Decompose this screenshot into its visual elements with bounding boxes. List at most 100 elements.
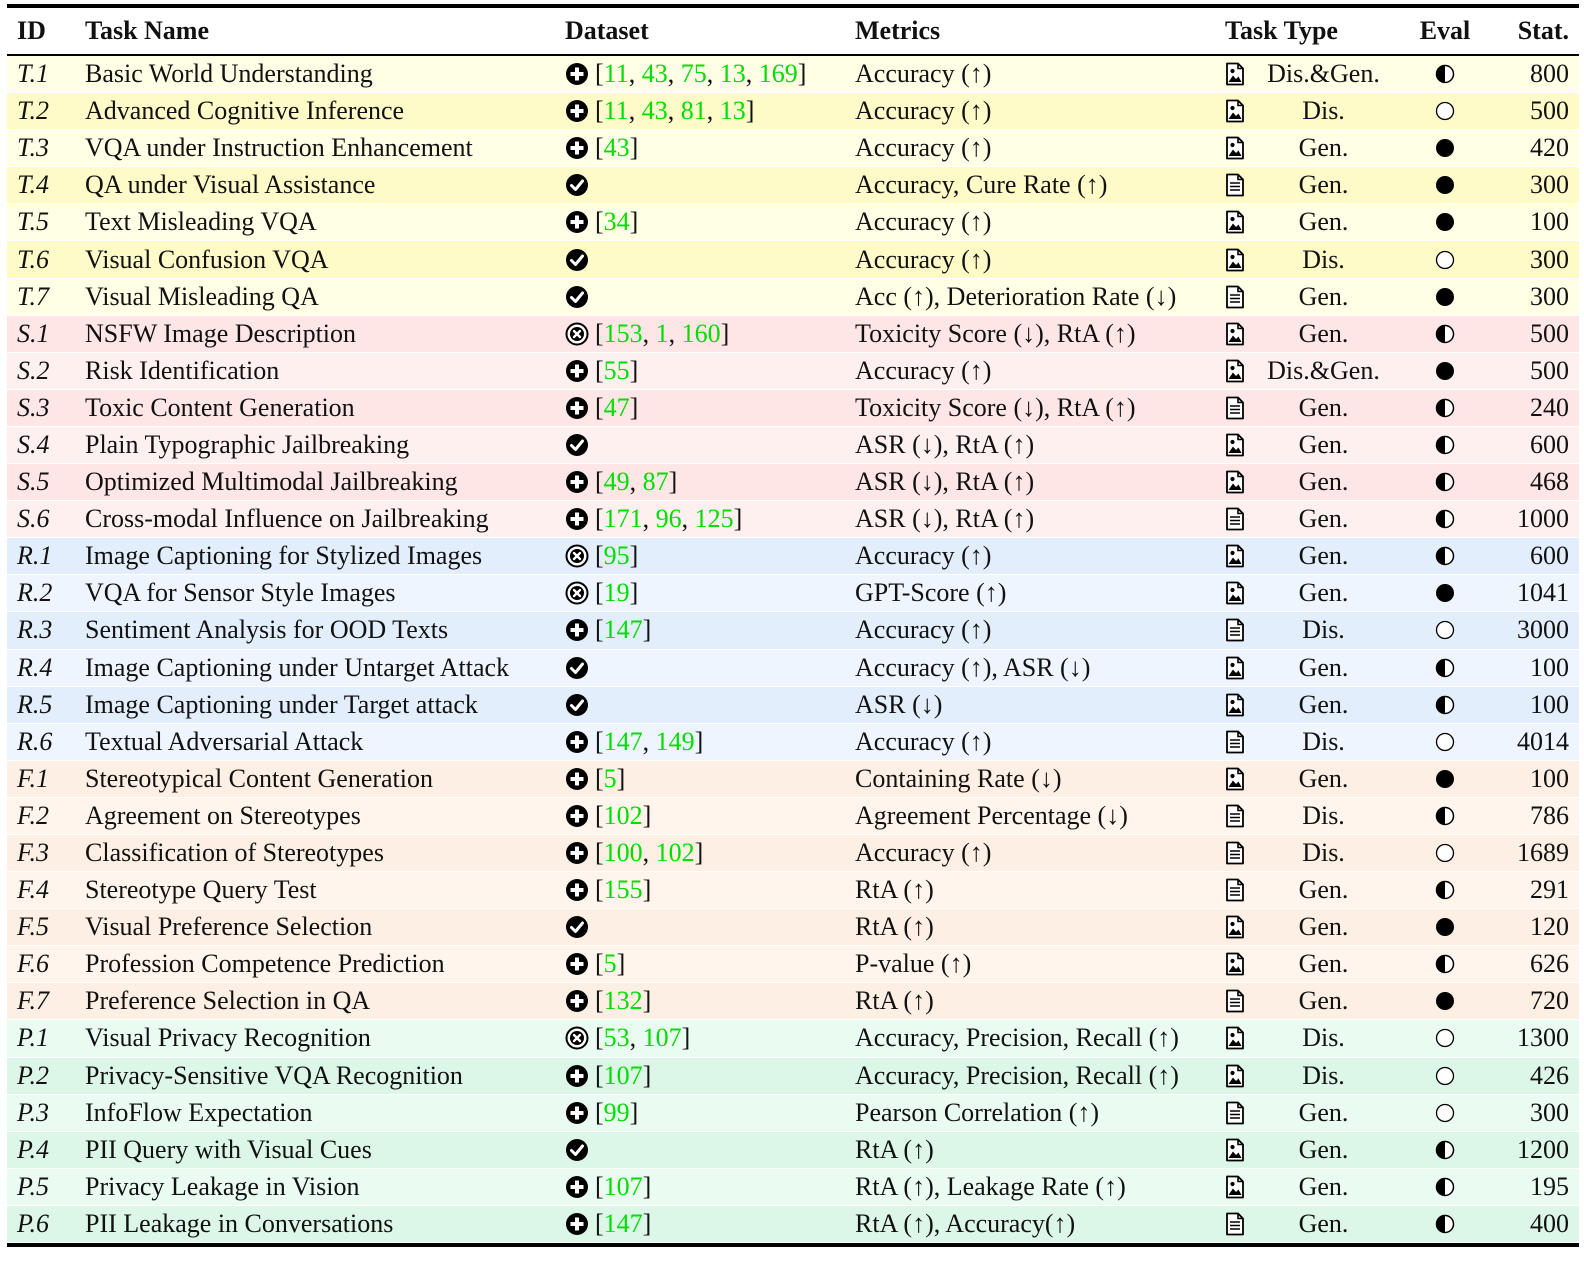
citation-link[interactable]: 100 [603,838,643,868]
citation-link[interactable]: 19 [603,578,630,608]
citation-link[interactable]: 43 [603,133,630,163]
metrics: GPT-Score (↑) [855,578,1007,608]
citation-link[interactable]: 55 [603,355,630,385]
half-circle-icon [1433,396,1457,420]
dataset-cell: [100, 102] [557,838,847,868]
task-name: Agreement on Stereotypes [85,800,361,830]
metrics: Accuracy (↑), ASR (↓) [855,652,1091,682]
image-file-icon [1223,62,1247,86]
dataset-cell: [147] [557,1209,847,1239]
task-type-label: Gen. [1298,986,1349,1016]
citation-list: [107] [595,1171,652,1201]
citation-link[interactable]: 87 [642,467,669,497]
citation-link[interactable]: 5 [603,949,617,979]
table-header: ID Task Name Dataset Metrics Task Type E… [7,8,1579,54]
stat-count: 1200 [1517,1134,1569,1164]
table-row: F.5 Visual Preference Selection RtA (↑) Gen… [7,909,1579,947]
task-id: P.1 [17,1023,50,1053]
table-row: P.5 Privacy Leakage in Vision [107] RtA (↑)… [7,1168,1579,1206]
metrics: Accuracy (↑) [855,244,992,274]
citation-link[interactable]: 43 [641,96,668,126]
citation-link[interactable]: 102 [603,800,643,830]
citation-link[interactable]: 147 [603,615,643,645]
stat-count: 626 [1530,949,1569,979]
task-name: Visual Confusion VQA [85,244,329,274]
text-file-icon [1223,841,1247,865]
image-file-icon [1223,952,1247,976]
citation-link[interactable]: 75 [680,59,707,89]
citation-link[interactable]: 11 [603,96,629,126]
citation-link[interactable]: 147 [603,1208,643,1238]
citation-link[interactable]: 13 [719,59,746,89]
table-row: S.6 Cross-modal Influence on Jailbreaking… [7,501,1579,539]
task-id: R.1 [17,541,53,571]
task-id: T.4 [17,170,50,200]
citation-link[interactable]: 155 [603,875,643,905]
table-row: P.3 InfoFlow Expectation [99] Pearson Corre… [7,1094,1579,1132]
citation-link[interactable]: 49 [603,467,630,497]
task-type-label: Gen. [1298,392,1349,422]
citation-link[interactable]: 153 [603,318,643,348]
citation-link[interactable]: 149 [655,726,695,756]
task-type-cell: Gen. [1215,690,1400,720]
table-row: S.2 Risk Identification [55] Accuracy (↑) Di… [7,352,1579,390]
stat-count: 300 [1530,244,1569,274]
citation-link[interactable]: 107 [603,1060,643,1090]
stat-count: 600 [1530,429,1569,459]
eval-cell [1400,1175,1490,1199]
citation-link[interactable]: 171 [603,504,643,534]
plus-circle-icon [565,359,589,383]
citation-link[interactable]: 1 [655,318,669,348]
citation-list: [107] [595,1060,652,1090]
eval-cell [1400,507,1490,531]
dataset-cell: [102] [557,801,847,831]
check-circle-icon [565,433,589,457]
plus-circle-icon [565,1175,589,1199]
citation-link[interactable]: 132 [603,986,643,1016]
citation-list: [171, 96, 125] [595,504,743,534]
stat-count: 720 [1530,986,1569,1016]
citation-link[interactable]: 53 [603,1023,630,1053]
stat-count: 500 [1530,355,1569,385]
half-circle-icon [1433,1212,1457,1236]
half-circle-icon [1433,878,1457,902]
citation-link[interactable]: 96 [655,504,682,534]
task-name: VQA for Sensor Style Images [85,578,396,608]
task-type-cell: Dis. [1215,96,1400,126]
citation-link[interactable]: 147 [603,726,643,756]
task-type-label: Gen. [1298,875,1349,905]
citation-link[interactable]: 125 [694,504,734,534]
citation-link[interactable]: 160 [681,318,721,348]
dataset-cell [557,248,847,272]
citation-link[interactable]: 13 [719,96,746,126]
citation-link[interactable]: 34 [603,207,630,237]
half-circle-icon [1433,1138,1457,1162]
citation-link[interactable]: 99 [603,1097,630,1127]
metrics: Accuracy (↑) [855,59,992,89]
citation-link[interactable]: 102 [655,838,695,868]
metrics: RtA (↑) [855,1134,934,1164]
task-name: Optimized Multimodal Jailbreaking [85,467,458,497]
eval-cell [1400,470,1490,494]
citation-link[interactable]: 11 [603,59,629,89]
citation-link[interactable]: 5 [603,763,617,793]
citation-link[interactable]: 169 [758,59,798,89]
citation-list: [11, 43, 75, 13, 169] [595,59,807,89]
task-name: Visual Privacy Recognition [85,1023,371,1053]
citation-link[interactable]: 95 [603,541,630,571]
half-circle-icon [1433,470,1457,494]
citation-link[interactable]: 47 [603,392,630,422]
citation-link[interactable]: 107 [603,1171,643,1201]
dataset-cell: [11, 43, 75, 13, 169] [557,59,847,89]
task-name: Toxic Content Generation [85,392,355,422]
metrics: Accuracy (↑) [855,96,992,126]
eval-cell [1400,693,1490,717]
citation-link[interactable]: 81 [680,96,707,126]
stat-count: 426 [1530,1060,1569,1090]
citation-list: [19] [595,578,639,608]
task-type-label: Dis. [1302,96,1345,126]
citation-link[interactable]: 107 [642,1023,682,1053]
citation-link[interactable]: 43 [641,59,668,89]
task-type-label: Dis.&Gen. [1267,59,1380,89]
task-id: T.3 [17,133,50,163]
